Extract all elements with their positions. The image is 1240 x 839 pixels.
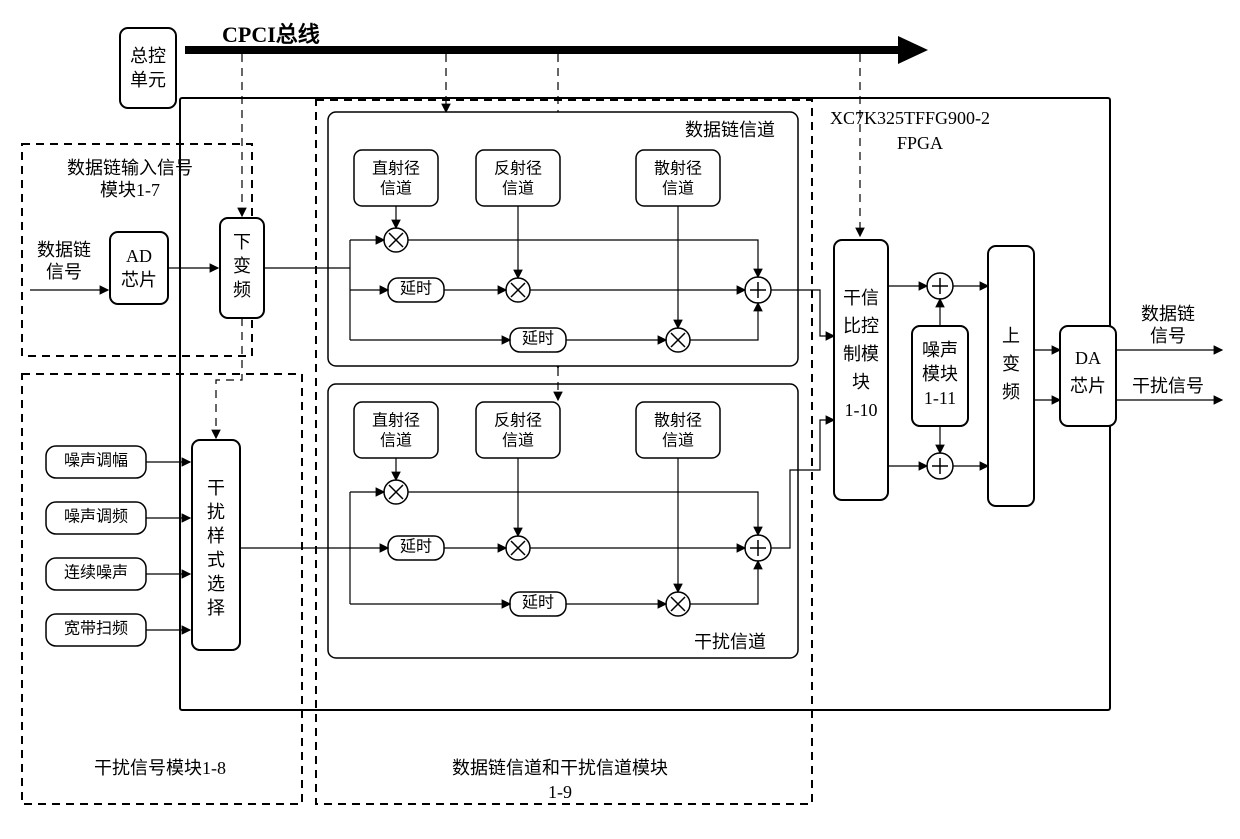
adder-icon — [745, 535, 771, 561]
svg-text:频: 频 — [1002, 382, 1020, 402]
out-datalink-2: 信号 — [1150, 326, 1186, 346]
svg-text:信道: 信道 — [662, 432, 694, 450]
mult-icon — [666, 592, 690, 616]
channel-mod-l1: 数据链信道和干扰信道模块 — [452, 758, 668, 778]
svg-text:散射径: 散射径 — [654, 412, 702, 430]
svg-text:1-11: 1-11 — [924, 388, 956, 408]
out-interf: 干扰信号 — [1132, 376, 1204, 396]
svg-text:干扰信道: 干扰信道 — [694, 632, 766, 652]
adder-icon — [927, 273, 953, 299]
svg-text:信道: 信道 — [502, 180, 534, 198]
adder-icon — [745, 277, 771, 303]
svg-text:1-10: 1-10 — [845, 400, 878, 420]
svg-text:信道: 信道 — [380, 180, 412, 198]
datalink-channel: 数据链信道 直射径信道 反射径信道 散射径信道 延时 延时 — [264, 112, 798, 366]
svg-text:散射径: 散射径 — [654, 160, 702, 178]
svg-text:变: 变 — [1002, 354, 1020, 374]
interf-channel: 干扰信道 直射径信道 反射径信道 散射径信道 延时 延时 — [240, 384, 798, 658]
svg-text:直射径: 直射径 — [372, 412, 420, 430]
input-signal-2: 信号 — [46, 262, 82, 282]
svg-text:下: 下 — [233, 232, 251, 252]
svg-text:上: 上 — [1002, 326, 1020, 346]
master-unit: 总控 单元 — [120, 28, 176, 108]
svg-text:信道: 信道 — [502, 432, 534, 450]
interf-options: 噪声调幅 噪声调频 连续噪声 宽带扫频 — [46, 446, 190, 646]
fpga-label-2: FPGA — [897, 133, 943, 153]
svg-text:比控: 比控 — [843, 316, 879, 336]
cpci-bus: CPCI总线 — [185, 22, 928, 64]
svg-text:数据链信道: 数据链信道 — [685, 120, 775, 140]
svg-text:变: 变 — [233, 256, 251, 276]
svg-text:干信: 干信 — [843, 288, 879, 308]
svg-text:延时: 延时 — [400, 538, 432, 556]
svg-text:延时: 延时 — [522, 594, 554, 612]
mult-icon — [384, 228, 408, 252]
svg-text:宽带扫频: 宽带扫频 — [64, 620, 128, 638]
mult-icon — [384, 480, 408, 504]
svg-text:总控: 总控 — [130, 46, 166, 66]
svg-text:频: 频 — [233, 280, 251, 300]
svg-text:连续噪声: 连续噪声 — [64, 564, 128, 582]
svg-text:噪声: 噪声 — [922, 340, 958, 360]
svg-text:块: 块 — [852, 372, 870, 392]
svg-text:芯片: 芯片 — [1070, 376, 1106, 396]
up-converter — [988, 246, 1034, 506]
ratio-module — [834, 240, 888, 500]
mult-icon — [666, 328, 690, 352]
svg-text:制模: 制模 — [843, 344, 879, 364]
fpga-label-1: XC7K325TFFG900-2 — [830, 108, 990, 128]
svg-text:延时: 延时 — [522, 330, 554, 348]
input-signal-1: 数据链 — [37, 240, 91, 260]
interf-mod-title: 干扰信号模块1-8 — [94, 758, 226, 778]
svg-text:噪声调幅: 噪声调幅 — [64, 452, 128, 470]
svg-text:样: 样 — [207, 526, 225, 546]
svg-text:信道: 信道 — [662, 180, 694, 198]
ad-chip — [110, 232, 168, 304]
mult-icon — [506, 278, 530, 302]
mult-icon — [506, 536, 530, 560]
svg-text:择: 择 — [207, 598, 225, 618]
svg-text:延时: 延时 — [400, 280, 432, 298]
bus-label: CPCI总线 — [222, 22, 320, 47]
input-mod-l2: 模块1-7 — [100, 180, 160, 200]
svg-text:AD: AD — [126, 246, 152, 266]
svg-text:反射径: 反射径 — [494, 160, 542, 178]
channel-mod-l2: 1-9 — [548, 782, 572, 802]
svg-text:反射径: 反射径 — [494, 412, 542, 430]
svg-text:直射径: 直射径 — [372, 160, 420, 178]
svg-text:模块: 模块 — [922, 364, 958, 384]
svg-text:扰: 扰 — [207, 502, 225, 522]
svg-text:噪声调频: 噪声调频 — [64, 508, 128, 526]
svg-text:选: 选 — [207, 574, 225, 594]
svg-text:单元: 单元 — [130, 70, 166, 90]
adder-icon — [927, 453, 953, 479]
input-mod-l1: 数据链输入信号 — [67, 158, 193, 178]
svg-text:式: 式 — [207, 550, 225, 570]
svg-text:干: 干 — [207, 478, 225, 498]
svg-text:信道: 信道 — [380, 432, 412, 450]
svg-text:芯片: 芯片 — [121, 270, 157, 290]
svg-text:DA: DA — [1075, 348, 1101, 368]
out-datalink-1: 数据链 — [1141, 304, 1195, 324]
